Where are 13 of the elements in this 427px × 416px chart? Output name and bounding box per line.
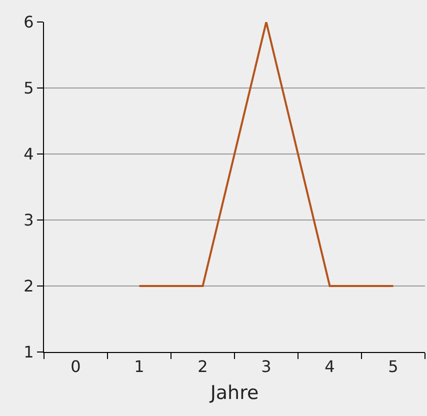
x-tick-label: 2	[198, 357, 208, 376]
x-tick-label: 4	[324, 357, 335, 376]
y-tick-label: 1	[24, 342, 34, 362]
y-tick-label: 5	[24, 78, 34, 98]
y-tick-label: 3	[24, 210, 34, 230]
y-tick-label: 2	[24, 276, 34, 296]
x-tick-label: 0	[70, 357, 81, 376]
y-tick-label: 4	[24, 144, 34, 164]
x-tick-label: 5	[388, 357, 398, 376]
x-tick-label: 1	[134, 357, 144, 376]
x-tick-label: 3	[261, 357, 272, 376]
y-tick-label: 6	[24, 12, 34, 32]
x-axis-title: Jahre	[209, 382, 259, 404]
